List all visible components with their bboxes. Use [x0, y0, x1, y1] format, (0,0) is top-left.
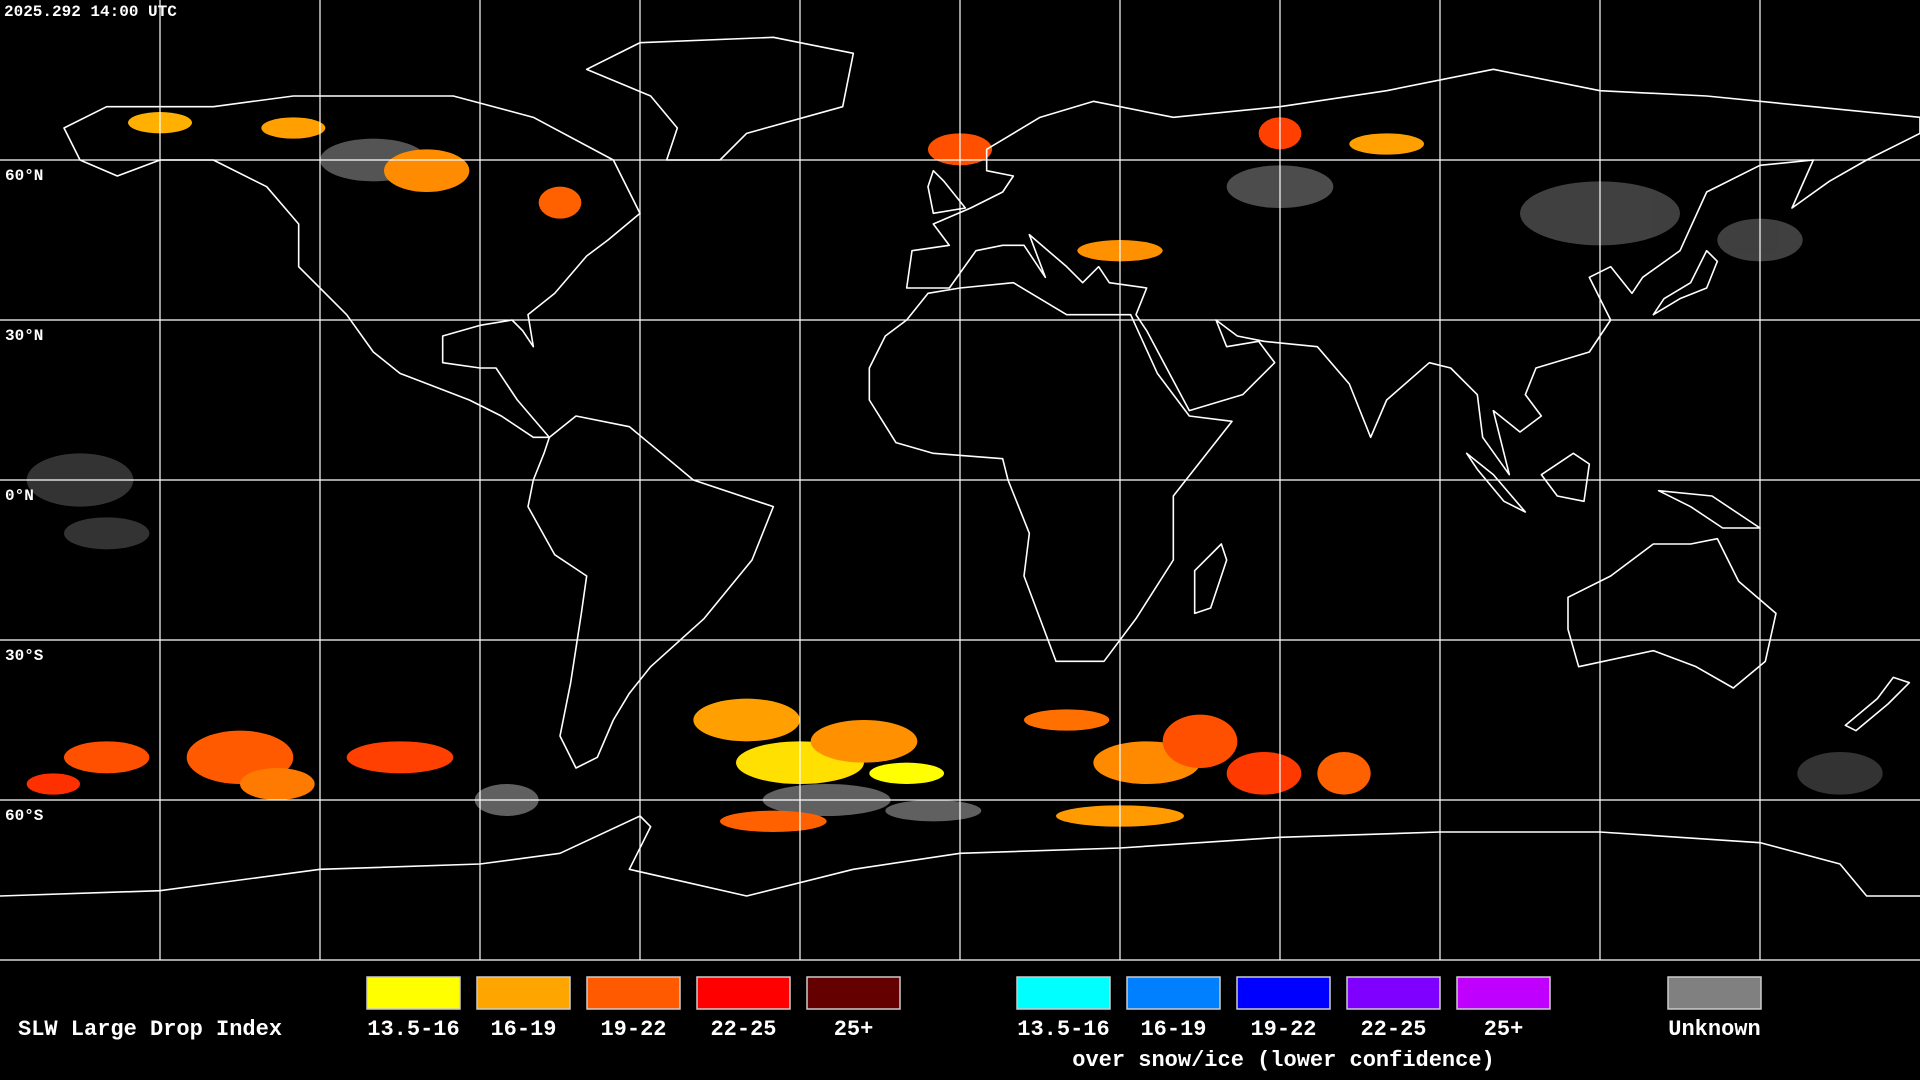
timestamp: 2025.292 14:00 UTC [4, 3, 177, 21]
legend-label: 13.5-16 [367, 1017, 459, 1042]
cloud [240, 767, 315, 800]
coastline [587, 37, 854, 160]
legend-label: 16-19 [490, 1017, 556, 1042]
legend-title: SLW Large Drop Index [18, 1017, 282, 1042]
cloud [1349, 133, 1424, 155]
legend-label: 25+ [1484, 1017, 1524, 1042]
legend-swatch [1236, 976, 1331, 1010]
cloud [538, 186, 582, 219]
legend-label: 16-19 [1140, 1017, 1206, 1042]
cloud [1226, 751, 1302, 795]
latitude-label: 30°S [5, 647, 44, 665]
legend-label: 22-25 [1360, 1017, 1426, 1042]
cloud [869, 762, 945, 784]
coastline [907, 69, 1920, 474]
cloud [693, 698, 801, 742]
legend-caption: over snow/ice (lower confidence) [1072, 1048, 1494, 1073]
coastline [1653, 251, 1717, 315]
coastline [1845, 677, 1909, 730]
cloud [64, 741, 150, 774]
graticule [0, 0, 1920, 960]
latitude-label: 60°S [5, 807, 44, 825]
coastline [1467, 453, 1526, 512]
legend-label: 13.5-16 [1017, 1017, 1109, 1042]
legend-swatch [1667, 976, 1762, 1010]
coastline [1541, 453, 1589, 501]
latitude-label: 60°N [5, 167, 43, 185]
cloud [1162, 714, 1238, 768]
coastline [1568, 539, 1776, 688]
legend-label: Unknown [1668, 1017, 1760, 1042]
legend-swatch [1016, 976, 1111, 1010]
latitude-label: 0°N [5, 487, 34, 505]
cloud [346, 741, 454, 774]
legend-swatch [476, 976, 571, 1010]
legend-swatch [696, 976, 791, 1010]
cloud [1797, 751, 1883, 795]
coastline [528, 416, 773, 768]
unknown-clouds [26, 138, 1883, 822]
legend-swatch [1126, 976, 1221, 1010]
legend-swatch [586, 976, 681, 1010]
cloud [261, 117, 326, 139]
legend-swatch [1346, 976, 1441, 1010]
cloud [1317, 751, 1371, 795]
legend-label: 19-22 [1250, 1017, 1316, 1042]
cloud [64, 517, 150, 550]
latitude-label: 30°N [5, 327, 43, 345]
legend-swatch [1456, 976, 1551, 1010]
cloud [384, 149, 470, 193]
cloud [810, 719, 918, 763]
coastline [1195, 544, 1227, 613]
cloud [885, 799, 982, 822]
cloud [26, 773, 81, 795]
coastline [869, 283, 1232, 662]
cloud [720, 810, 827, 832]
legend-swatch [806, 976, 901, 1010]
coastline [1659, 491, 1760, 528]
legend: 13.5-16 16-19 19-22 22-25 25+ 13.5-16 16-19 19-… [366, 976, 1762, 1073]
legend-label: 19-22 [600, 1017, 666, 1042]
legend-label: 25+ [834, 1017, 874, 1042]
legend-swatch [366, 976, 461, 1010]
cloud [1023, 709, 1110, 731]
legend-label: 22-25 [710, 1017, 776, 1042]
